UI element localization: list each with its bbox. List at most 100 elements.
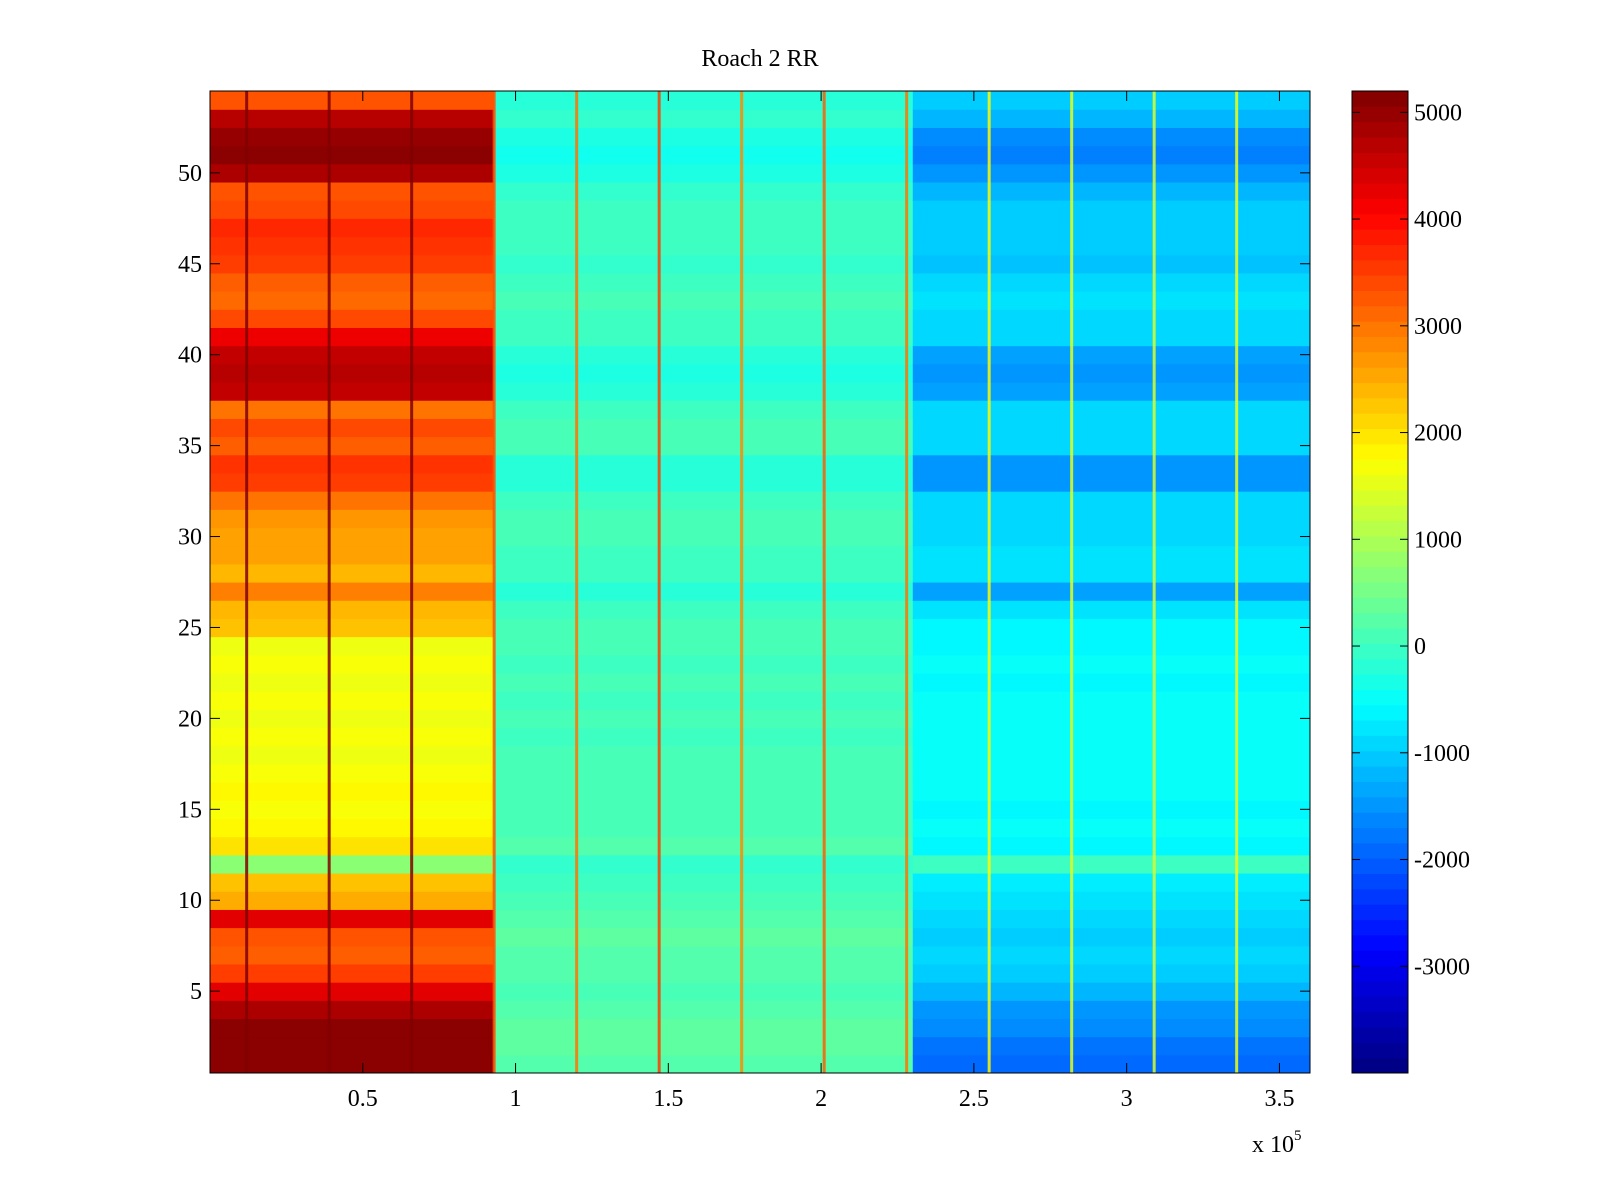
colorbar-band xyxy=(1352,336,1408,353)
heatmap-row-cell-s0-r15 xyxy=(210,800,495,820)
heatmap-row-cell-s2-r15 xyxy=(912,800,1310,820)
heatmap-streak-1 xyxy=(327,91,331,1073)
colorbar-band xyxy=(1352,597,1408,614)
y-axis: 5 10 15 20 25 30 35 40 45 50 xyxy=(178,161,1310,1005)
heatmap-row-cell-s0-r25 xyxy=(210,618,495,638)
heatmap-row-cell-s2-r43 xyxy=(912,291,1310,310)
heatmap-row-cell-s2-r29 xyxy=(912,545,1310,565)
heatmap-row-cell-s1-r15 xyxy=(494,800,914,820)
heatmap-row-cell-s2-r50 xyxy=(912,163,1310,183)
colorbar-band xyxy=(1352,183,1408,199)
heatmap-row-cell-s1-r53 xyxy=(494,109,914,128)
colorbar-band xyxy=(1352,842,1408,859)
heatmap-row-cell-s1-r44 xyxy=(494,272,914,292)
heatmap-row-cell-s2-r49 xyxy=(912,181,1310,201)
colorbar-band xyxy=(1352,244,1408,261)
heatmap-row-cell-s1-r12 xyxy=(494,854,914,874)
heatmap-row-cell-s0-r3 xyxy=(210,1018,495,1038)
heatmap-row-cell-s2-r2 xyxy=(912,1036,1310,1056)
colorbar-band xyxy=(1352,137,1408,153)
heatmap-row-cell-s2-r28 xyxy=(912,563,1310,583)
colorbar-band xyxy=(1352,781,1408,798)
heatmap-row-cell-s0-r52 xyxy=(210,127,495,147)
heatmap-row-cell-s0-r5 xyxy=(210,982,495,1001)
colorbar-band xyxy=(1352,290,1408,307)
colorbar-band xyxy=(1352,919,1408,936)
heatmap-row-cell-s2-r37 xyxy=(912,400,1310,419)
heatmap-streak-8 xyxy=(905,91,909,1073)
colorbar-band xyxy=(1352,735,1408,752)
heatmap-row-cell-s1-r35 xyxy=(494,436,914,456)
x-tick-label: 2 xyxy=(815,1086,827,1112)
heatmap-row-cell-s1-r7 xyxy=(494,945,914,965)
heatmap-streak-9 xyxy=(987,91,991,1073)
x-tick-label: 3.5 xyxy=(1264,1086,1294,1112)
heatmap-row-cell-s1-r37 xyxy=(494,400,914,419)
x-exponent-power: 5 xyxy=(1294,1128,1302,1144)
colorbar-band xyxy=(1352,121,1408,138)
heatmap-row-cell-s1-r11 xyxy=(494,872,914,892)
heatmap-row-cell-s0-r38 xyxy=(210,381,495,401)
heatmap-row-cell-s2-r12 xyxy=(912,854,1310,874)
colorbar-band xyxy=(1352,305,1408,322)
heatmap-row-cell-s1-r6 xyxy=(494,963,914,983)
y-tick-label: 10 xyxy=(178,888,202,914)
colorbar-band xyxy=(1352,582,1408,598)
colorbar-band xyxy=(1352,321,1408,337)
colorbar-band xyxy=(1352,413,1408,430)
heatmap-streak-0 xyxy=(245,91,249,1073)
heatmap-row-cell-s0-r7 xyxy=(210,945,495,965)
colorbar-band xyxy=(1352,873,1408,890)
heatmap-row-cell-s0-r41 xyxy=(210,327,495,347)
heatmap-row-cell-s2-r51 xyxy=(912,145,1310,165)
heatmap-row-cell-s1-r33 xyxy=(494,472,914,492)
heatmap-row-cell-s0-r47 xyxy=(210,218,495,238)
heatmap-row-cell-s0-r13 xyxy=(210,836,495,856)
heatmap-streak-12 xyxy=(1235,91,1239,1073)
colorbar-band xyxy=(1352,689,1408,706)
colorbar-band xyxy=(1352,505,1408,522)
colorbar-band xyxy=(1352,612,1408,629)
colorbar-band xyxy=(1352,566,1408,583)
heatmap-row-cell-s2-r24 xyxy=(912,636,1310,656)
x-exponent-base: x 10 xyxy=(1252,1132,1294,1158)
heatmap-row-cell-s0-r29 xyxy=(210,545,495,565)
heatmap-row-cell-s2-r41 xyxy=(912,327,1310,347)
colorbar-tick-label: 3000 xyxy=(1414,314,1462,340)
heatmap-row-cell-s1-r18 xyxy=(494,745,914,765)
colorbar-band xyxy=(1352,167,1408,184)
heatmap-row-cell-s0-r2 xyxy=(210,1036,495,1056)
heatmap-streak-6 xyxy=(740,91,744,1073)
heatmap-row-cell-s1-r5 xyxy=(494,982,914,1001)
y-tick-label: 25 xyxy=(178,615,202,641)
heatmap-row-cell-s0-r16 xyxy=(210,782,495,801)
heatmap-row-cell-s1-r19 xyxy=(494,727,914,747)
heatmap-row-cell-s0-r19 xyxy=(210,727,495,747)
heatmap-row-cell-s2-r52 xyxy=(912,127,1310,147)
colorbar-band xyxy=(1352,275,1408,291)
heatmap-row-cell-s0-r17 xyxy=(210,763,495,783)
heatmap-row-cell-s2-r34 xyxy=(912,454,1310,474)
heatmap-row-cell-s2-r22 xyxy=(912,672,1310,692)
heatmap-row-cell-s2-r1 xyxy=(912,1054,1310,1073)
colorbar-frame xyxy=(1351,90,1409,1074)
heatmap-streak-2 xyxy=(410,91,414,1073)
colorbar-band xyxy=(1352,1057,1408,1074)
heatmap-row-cell-s2-r5 xyxy=(912,982,1310,1001)
heatmap-row-cell-s1-r10 xyxy=(494,891,914,910)
colorbar-band xyxy=(1352,628,1408,644)
colorbar-band xyxy=(1352,965,1408,982)
colorbar-band xyxy=(1352,152,1408,169)
heatmap-row-cell-s1-r34 xyxy=(494,454,914,474)
colorbar-tick-label: 1000 xyxy=(1414,527,1462,553)
colorbar-band xyxy=(1352,827,1408,844)
heatmap-row-cell-s0-r39 xyxy=(210,363,495,383)
heatmap-row-cell-s1-r17 xyxy=(494,763,914,783)
colorbar-band xyxy=(1352,658,1408,675)
heatmap-row-cell-s0-r42 xyxy=(210,309,495,329)
heatmap-row-cell-s2-r35 xyxy=(912,436,1310,456)
colorbar-band xyxy=(1352,520,1408,537)
colorbar-band xyxy=(1352,351,1408,368)
colorbar-tick-label: -2000 xyxy=(1414,848,1470,874)
heatmap-row-cell-s1-r45 xyxy=(494,254,914,274)
